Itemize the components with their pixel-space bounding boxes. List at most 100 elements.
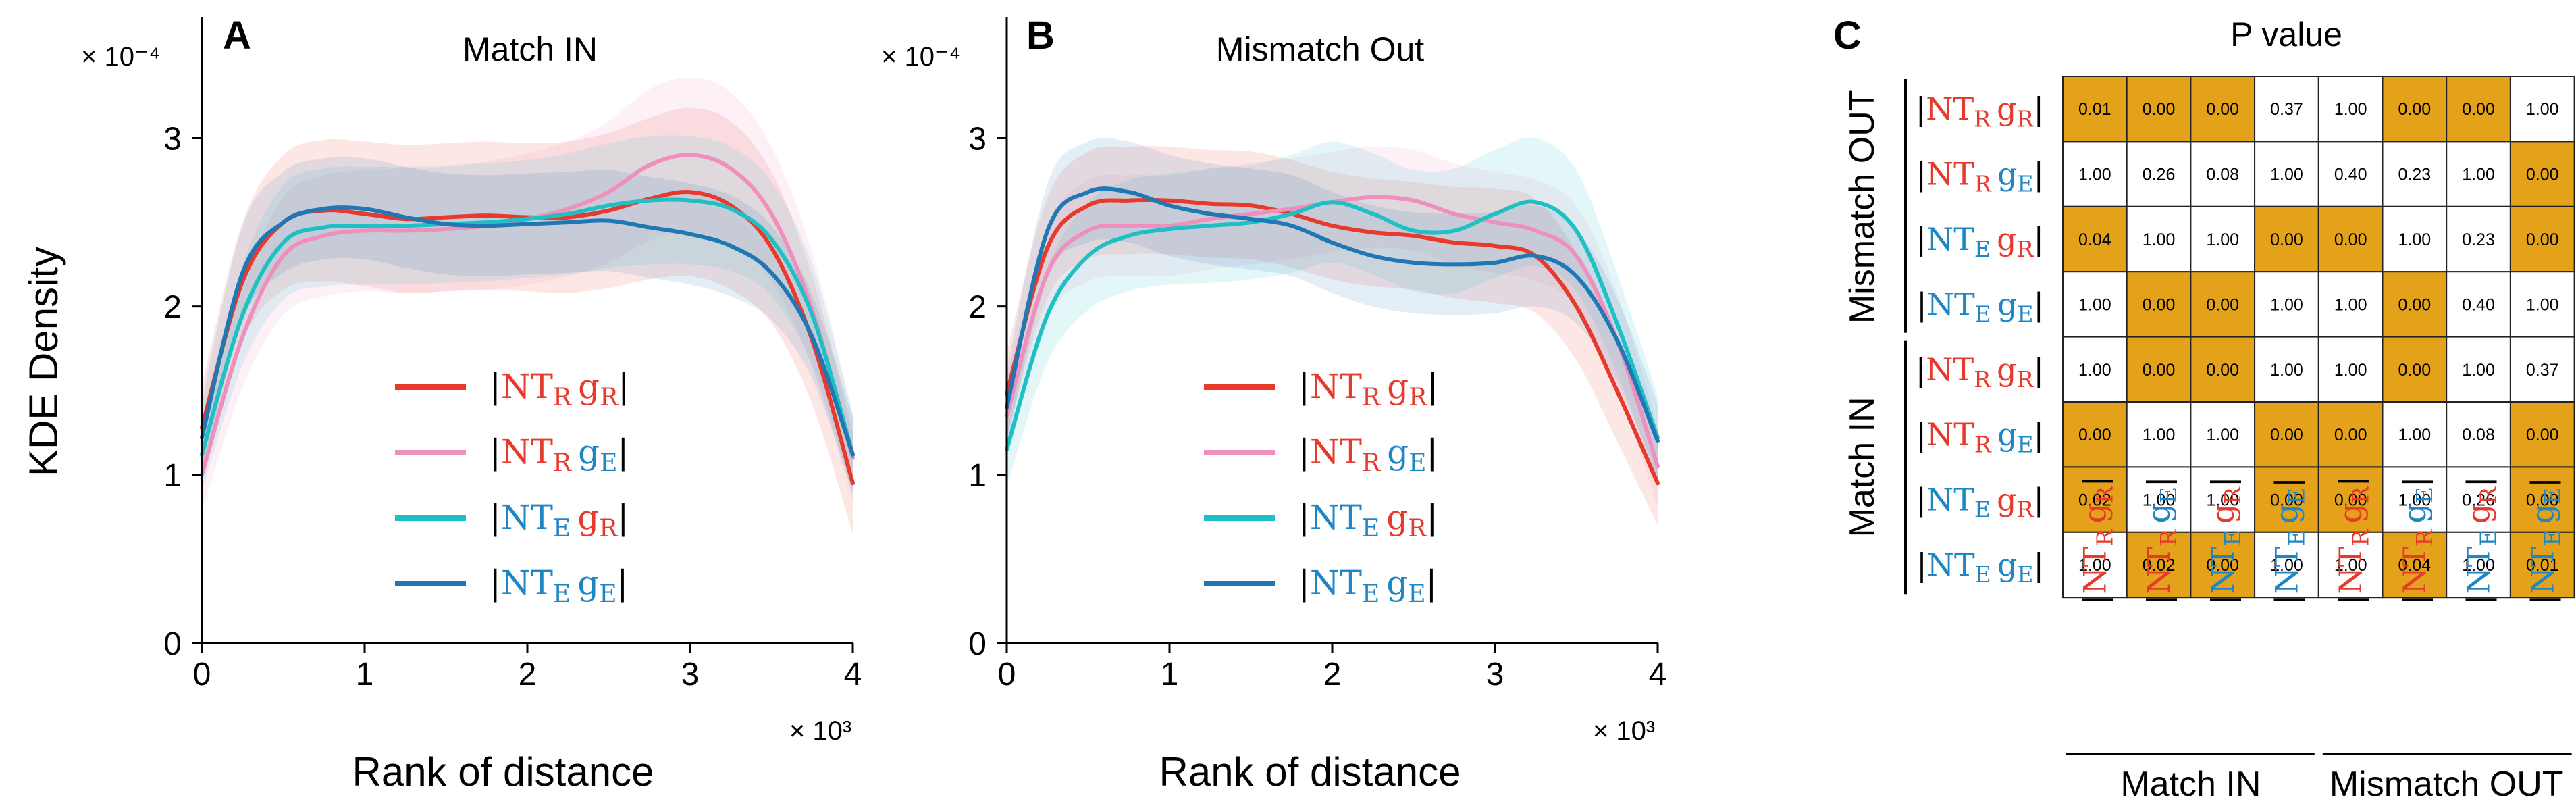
- heatmap-row-label: |NTE gE|: [1916, 547, 2044, 588]
- heatmap-cell: [2382, 466, 2448, 533]
- heatmap-cell-value: 1.00: [2143, 230, 2176, 249]
- panel-b-letter: B: [1026, 14, 1055, 57]
- heatmap-cell-value: 0.00: [2206, 295, 2239, 314]
- heatmap-cell-value: 0.00: [2143, 100, 2176, 119]
- panel-a-y-tick-label: 2: [163, 290, 182, 326]
- heatmap-cell: [2446, 336, 2511, 403]
- heatmap-cell-value: 0.00: [2526, 491, 2559, 510]
- panel-a-line-er: [200, 197, 855, 457]
- heatmap-cell: [2190, 205, 2256, 273]
- heatmap-cell-value: 1.00: [2334, 556, 2367, 575]
- panel-b-legend-label-re: |NTR gE|: [1298, 432, 1438, 477]
- heatmap-cell: [2126, 336, 2192, 403]
- heatmap-cell-value: 1.00: [2526, 295, 2559, 314]
- heatmap-cell: [2254, 466, 2319, 533]
- heatmap-cell: [2254, 531, 2319, 599]
- panel-a-plot: 0 1 2 3 0 1 2 3 4: [163, 17, 862, 692]
- panel-b-x-multiplier: × 10³: [1593, 716, 1655, 746]
- heatmap-cell: [2509, 271, 2575, 338]
- heatmap-cell: [2509, 531, 2575, 599]
- panel-a-x-tick-label: 2: [519, 657, 537, 692]
- heatmap-cell-value: 0.00: [2206, 100, 2239, 119]
- heatmap-cell: [2382, 336, 2448, 403]
- heatmap-cell: [2446, 531, 2511, 599]
- panel-a-x-tick-label: 0: [193, 657, 211, 692]
- panel-a-x-axis-label: Rank of distance: [352, 749, 654, 794]
- heatmap-col-label: |NTR gR|: [2332, 476, 2373, 605]
- heatmap-cell-value: 0.00: [2526, 166, 2559, 184]
- heatmap-cell-value: 0.00: [2526, 230, 2559, 249]
- panel-a-letter: A: [223, 14, 251, 57]
- heatmap-col-label: |NTR gR|: [2076, 476, 2118, 605]
- heatmap-cell-value: 0.37: [2526, 361, 2559, 380]
- panel-b-x-tick-label: 4: [1649, 657, 1667, 692]
- heatmap-cell-value: 0.00: [2270, 491, 2303, 510]
- heatmap-col-label: |NTE gE|: [2524, 477, 2565, 605]
- panel-a-title: Match IN: [463, 30, 598, 68]
- heatmap-cell: [2382, 205, 2448, 273]
- heatmap-cell: [2190, 336, 2256, 403]
- heatmap-cell-value: 1.00: [2143, 491, 2176, 510]
- heatmap-cell-value: 0.01: [2526, 556, 2559, 575]
- panel-a-y-tick-label: 1: [163, 458, 182, 494]
- heatmap-cell-value: 0.26: [2462, 491, 2495, 510]
- panel-b-x-tick-label: 0: [998, 657, 1016, 692]
- panel-b-y-tick-label: 1: [968, 458, 987, 494]
- heatmap-cell-value: 1.00: [2206, 426, 2239, 445]
- panel-a-line-ee: [200, 205, 855, 457]
- heatmap-cell-value: 1.00: [2270, 295, 2303, 314]
- panel-b-legend: |NTR gR| |NTR gE| |NTE gR| |NTE gE|: [1204, 367, 1438, 608]
- panel-a-legend-label-rr: |NTR gR|: [490, 367, 629, 411]
- heatmap-col-label: |NTR gE|: [2140, 476, 2182, 605]
- heatmap-cell-value: 1.00: [2462, 361, 2495, 380]
- heatmap-cell: [2126, 531, 2192, 599]
- heatmap-cell-value: 1.00: [2270, 166, 2303, 184]
- heatmap-cell: [2509, 466, 2575, 533]
- heatmap-title: P value: [2230, 16, 2342, 53]
- heatmap-cell: [2254, 76, 2319, 143]
- panel-a-x-tick-label: 3: [681, 657, 700, 692]
- heatmap-cell-value: 0.00: [2078, 426, 2111, 445]
- heatmap-cell-value: 0.00: [2462, 100, 2495, 119]
- panel-b-legend-label-rr: |NTR gR|: [1298, 367, 1438, 411]
- panel-c: C P value 0.01 0.00 0.00 0.37 1.00 0.00 0.00 1.…: [1833, 14, 2575, 804]
- heatmap-cell-value: 0.00: [2270, 426, 2303, 445]
- panel-b-legend-label-er: |NTE gR|: [1298, 498, 1438, 542]
- heatmap-cell: [2126, 401, 2192, 468]
- panel-a-y-tick-label: 3: [163, 122, 182, 157]
- heatmap-cell: [2126, 271, 2192, 338]
- heatmap-cell-value: 1.00: [2462, 556, 2495, 575]
- heatmap-row-group-label: Match IN: [1843, 397, 1882, 537]
- heatmap-cell-value: 1.00: [2334, 295, 2367, 314]
- heatmap-row-label: |NTR gE|: [1916, 416, 2044, 457]
- heatmap-cell-value: 1.00: [2078, 295, 2111, 314]
- heatmap-col-label: |NTE gR|: [2205, 476, 2246, 605]
- heatmap-cell: [2317, 141, 2384, 207]
- heatmap-col-group-label: Mismatch OUT: [2330, 765, 2564, 804]
- panel-a: A Match IN × 10⁻⁴ × 10³ KDE Density Rank…: [21, 14, 862, 794]
- panel-b-x-tick-label: 1: [1161, 657, 1179, 692]
- heatmap-cell-value: 0.00: [2526, 426, 2559, 445]
- heatmap: 0.01 0.00 0.00 0.37 1.00 0.00 0.00 1.00 1.00 0.26…: [1843, 76, 2575, 804]
- heatmap-row-label: |NTE gE|: [1916, 286, 2044, 327]
- heatmap-cell-value: 0.08: [2206, 166, 2239, 184]
- panel-b-x-tick-label: 2: [1323, 657, 1342, 692]
- heatmap-cell: [2509, 336, 2575, 403]
- heatmap-cell-value: 0.02: [2143, 556, 2176, 575]
- panel-a-legend-label-er: |NTE gR|: [490, 498, 629, 542]
- heatmap-cell: [2509, 205, 2575, 273]
- heatmap-col-label: |NTE gE|: [2268, 477, 2309, 605]
- heatmap-row-label: |NTR gR|: [1916, 351, 2044, 393]
- panel-a-legend: |NTR gR| |NTR gE| |NTE gR| |NTE gE|: [395, 367, 629, 608]
- heatmap-cell-value: 0.23: [2462, 230, 2495, 249]
- heatmap-col-label: |NTR gE|: [2396, 476, 2438, 605]
- panel-a-band-re: [202, 77, 853, 512]
- heatmap-cell: [2254, 401, 2319, 468]
- panel-a-x-multiplier: × 10³: [789, 716, 851, 746]
- heatmap-cell-value: 1.00: [2078, 361, 2111, 380]
- panel-b-title: Mismatch Out: [1216, 30, 1425, 68]
- heatmap-cell: [2446, 401, 2511, 468]
- heatmap-cell-value: 1.00: [2078, 166, 2111, 184]
- panel-a-legend-label-re: |NTR gE|: [490, 432, 629, 477]
- heatmap-cell: [2062, 531, 2128, 599]
